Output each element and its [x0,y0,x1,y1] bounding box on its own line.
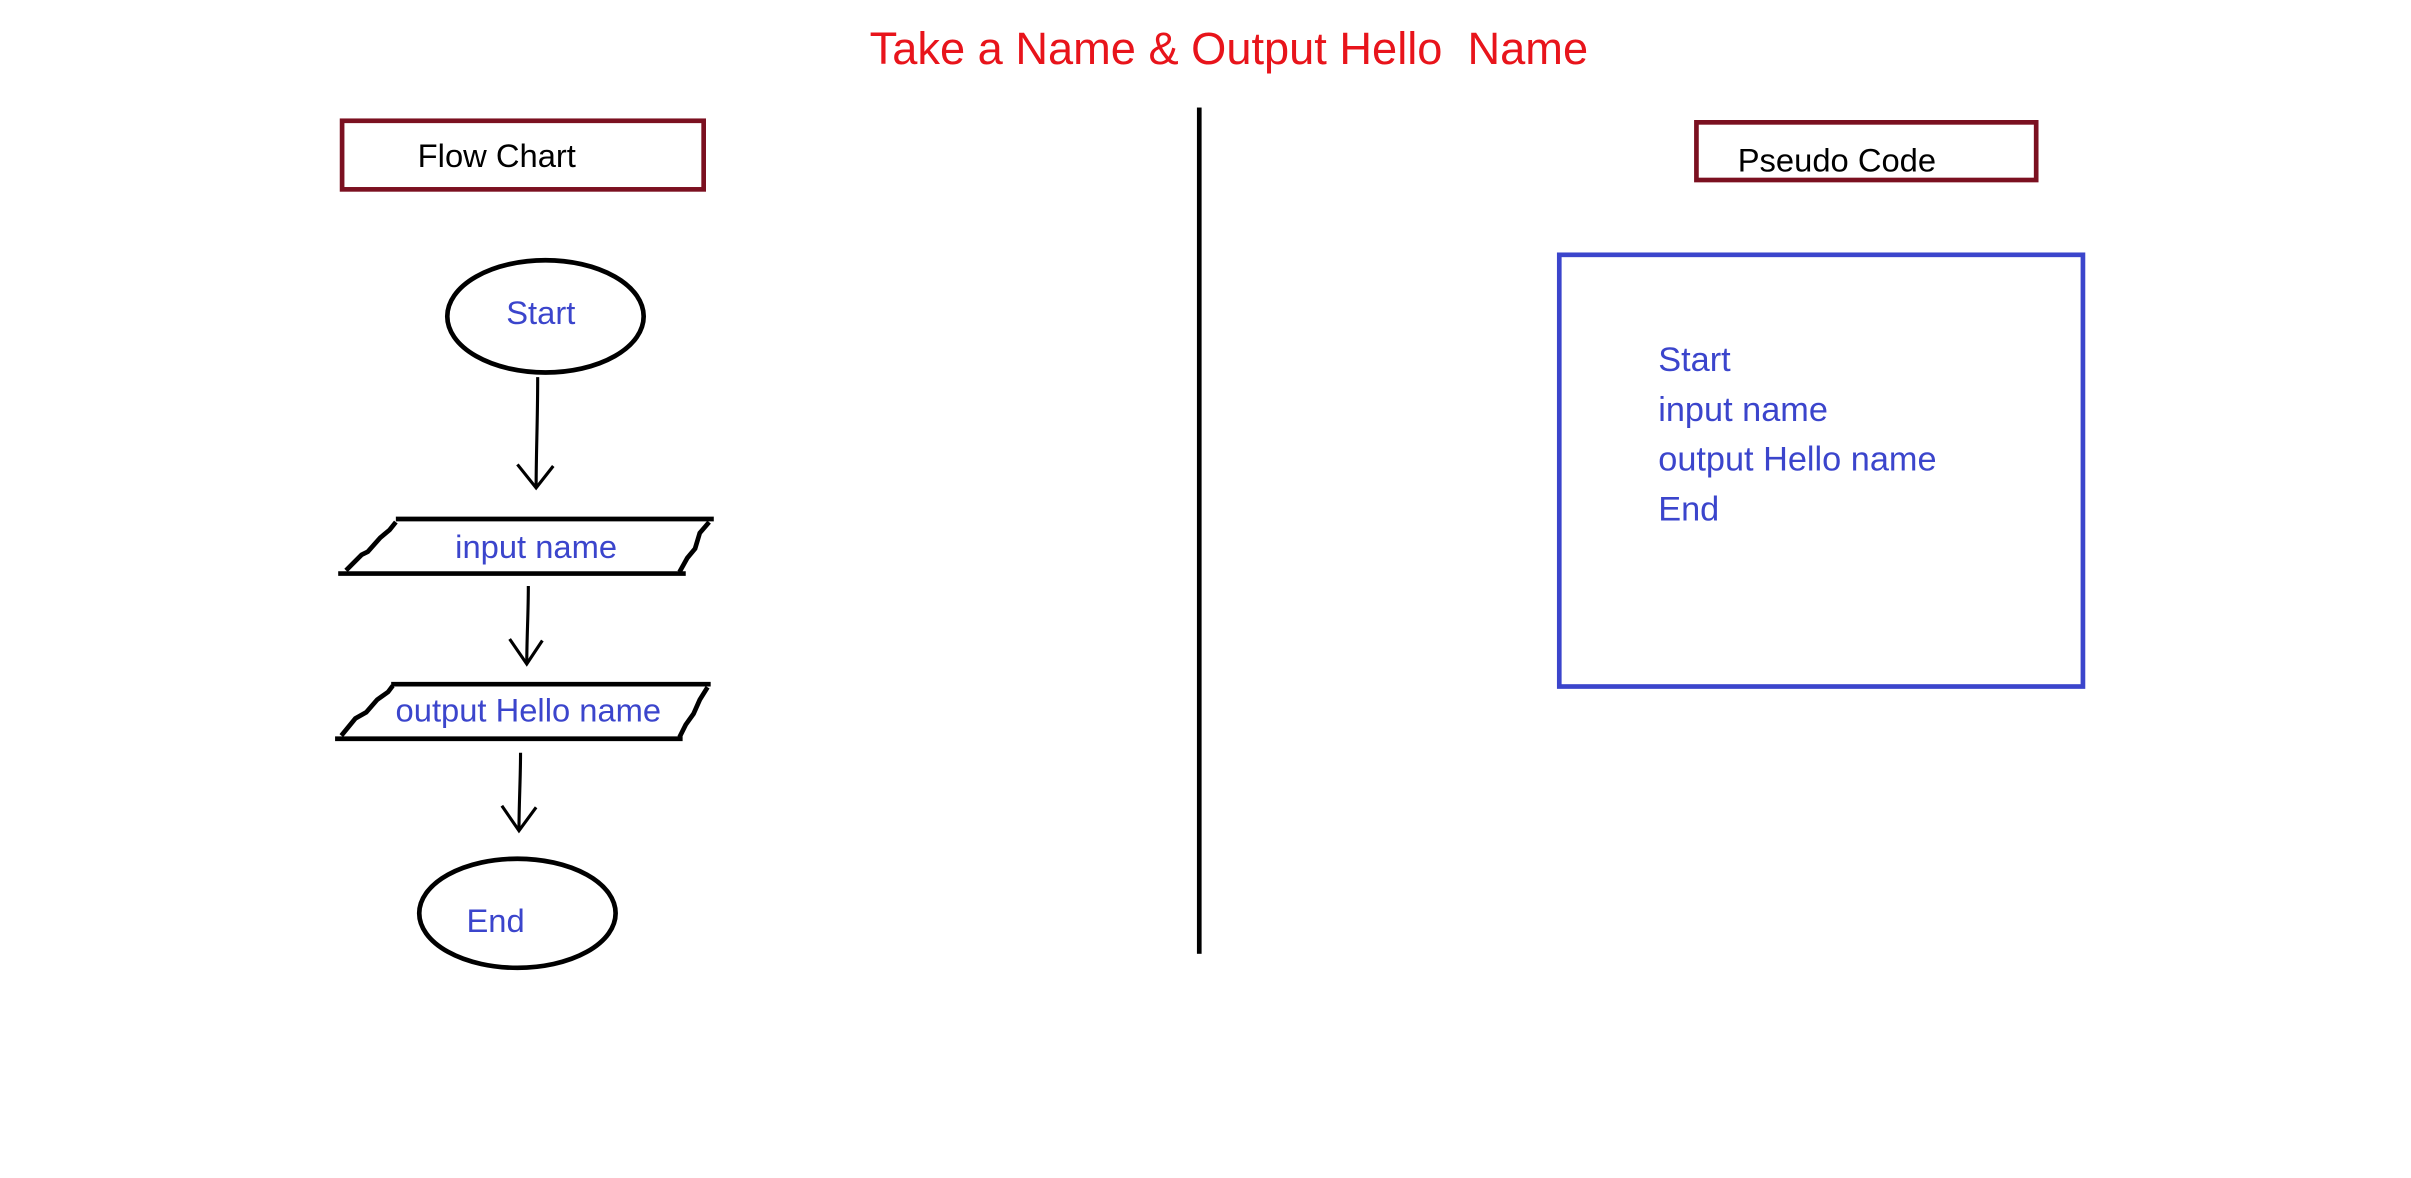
arrow-line [534,377,540,488]
parallelogram-right [677,520,711,574]
arrowhead [516,463,555,491]
flow-arrow-start-to-input [516,377,555,491]
pseudo-code-line: End [1658,489,1720,529]
section-divider [1196,107,1202,954]
parallelogram-right [677,686,710,739]
flow-node-end-text: End [466,902,524,939]
parallelogram-left [344,520,398,573]
flow-node-output-text: output Hello name [396,692,662,729]
pseudo-code-label: Pseudo Code [1694,120,2039,183]
arrow-line [517,752,523,831]
arrowhead [508,638,544,667]
pseudo-code-box: Start input name output Hello name End [1556,252,2086,689]
diagram-title: Take a Name & Output Hello Name [869,24,1589,75]
flow-node-end: End [416,856,618,971]
pseudo-code-label-text: Pseudo Code [1737,143,1937,180]
arrowhead [500,804,538,834]
flow-arrow-input-to-output [508,585,544,667]
arrow-line [525,585,530,664]
terminator-shape [416,856,618,971]
pseudo-code-line: Start [1658,339,1731,379]
pseudo-code-lines: Start input name output Hello name End [1658,335,1936,534]
terminator-shape [444,257,646,375]
flow-node-input [338,516,714,576]
flow-node-input-text: input name [455,528,617,565]
flow-chart-label-text: Flow Chart [417,138,576,175]
pseudo-code-line: output Hello name [1658,439,1937,479]
parallelogram-left [339,684,395,738]
flow-arrow-output-to-end [500,752,538,834]
flow-node-start-text: Start [506,294,575,331]
flow-chart-label: Flow Chart [339,118,707,192]
flow-node-start: Start [444,257,646,375]
flow-node-output [335,681,711,742]
pseudo-code-line: input name [1658,389,1828,429]
